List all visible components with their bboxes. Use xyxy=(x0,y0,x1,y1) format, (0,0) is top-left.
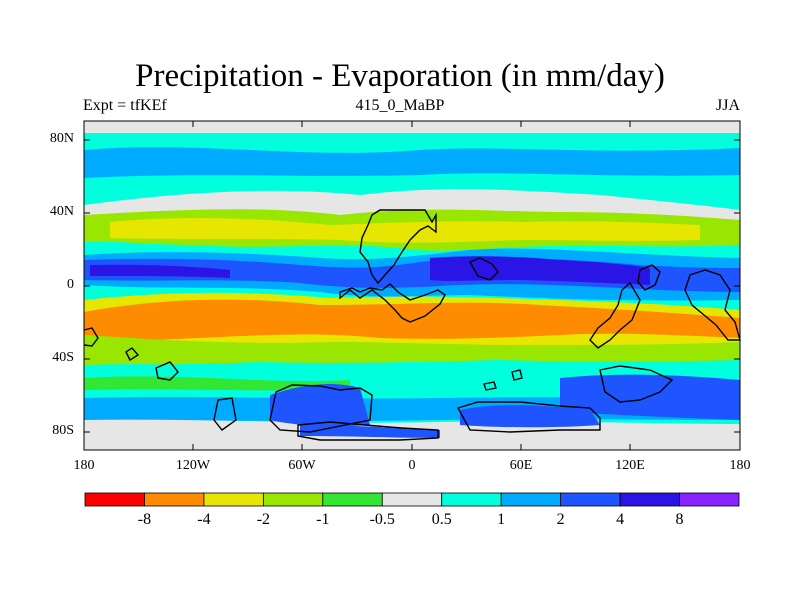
colorbar-swatch xyxy=(84,492,145,507)
lon-label-180e: 180 xyxy=(729,458,751,473)
lon-label-60w: 60W xyxy=(288,458,316,473)
colorbar xyxy=(84,492,740,507)
colorbar-label: -4 xyxy=(197,511,211,528)
lon-label-180w: 180 xyxy=(73,458,95,473)
colorbar-swatch xyxy=(262,492,324,507)
colorbar-label: 1 xyxy=(497,511,506,528)
experiment-label: Expt = tfKEf xyxy=(83,97,167,114)
colorbar-swatch xyxy=(619,492,680,507)
lon-label-120w: 120W xyxy=(175,458,211,473)
time-label: 415_0_MaBP xyxy=(355,97,445,114)
map-title: Precipitation - Evaporation (in mm/day) xyxy=(135,58,665,94)
colorbar-swatch xyxy=(679,492,740,507)
colorbar-label: -1 xyxy=(316,511,330,528)
colorbar-swatch xyxy=(441,492,502,507)
colorbar-label: 0.5 xyxy=(431,511,452,528)
lat-label-80s: 80S xyxy=(52,423,74,438)
colorbar-label: -0.5 xyxy=(369,511,395,528)
colorbar-label: 8 xyxy=(675,511,684,528)
lat-label-40s: 40S xyxy=(52,350,74,365)
lon-label-60e: 60E xyxy=(509,458,533,473)
colorbar-swatch xyxy=(322,492,383,507)
colorbar-swatch xyxy=(500,492,562,507)
lat-ticks xyxy=(84,139,740,433)
colorbar-swatch xyxy=(144,492,205,507)
colorbar-swatch xyxy=(203,492,264,507)
lat-label-0: 0 xyxy=(67,277,74,292)
colorbar-label: 2 xyxy=(556,511,565,528)
colorbar-swatch xyxy=(560,492,621,507)
season-label: JJA xyxy=(715,97,740,114)
colorbar-label: -2 xyxy=(256,511,271,528)
lon-label-120e: 120E xyxy=(615,458,645,473)
colorbar-label: -8 xyxy=(137,511,152,528)
lat-label-40n: 40N xyxy=(49,204,74,219)
lon-ticks xyxy=(192,121,631,450)
lon-label-0: 0 xyxy=(408,458,416,473)
colorbar-label: 4 xyxy=(616,511,625,528)
lat-label-80n: 80N xyxy=(49,131,74,146)
colorbar-swatch xyxy=(381,492,443,507)
